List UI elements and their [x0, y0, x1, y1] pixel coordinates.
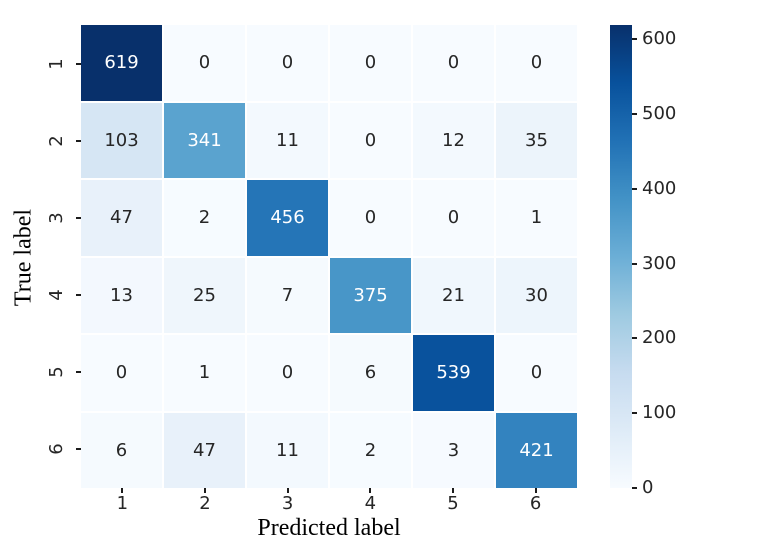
colorbar-tick-mark	[632, 337, 637, 340]
heatmap-cell: 47	[164, 412, 245, 488]
heatmap-cell: 0	[330, 180, 411, 256]
heatmap-cell: 0	[330, 102, 411, 178]
heatmap-cell: 25	[164, 257, 245, 333]
colorbar-tick-label: 600	[642, 28, 677, 50]
heatmap-cell: 2	[164, 180, 245, 256]
heatmap-cell: 13	[81, 257, 162, 333]
heatmap-cell: 30	[496, 257, 577, 333]
colorbar-tick-label: 100	[642, 402, 677, 424]
heatmap-cell: 11	[247, 102, 328, 178]
colorbar-tick-mark	[632, 187, 637, 190]
heatmap-cell: 0	[413, 180, 494, 256]
colorbar-tick-mark	[632, 38, 637, 41]
heatmap-cell: 12	[413, 102, 494, 178]
heatmap-cell: 0	[247, 25, 328, 101]
colorbar-tick-label: 300	[642, 252, 677, 274]
y-tick-mark	[76, 448, 81, 451]
heatmap-cell: 35	[496, 102, 577, 178]
x-tick-mark	[286, 488, 289, 493]
y-tick-label: 2	[46, 135, 67, 147]
y-tick-label: 6	[46, 443, 67, 456]
heatmap-cell: 0	[164, 25, 245, 101]
heatmap-cell: 375	[330, 257, 411, 333]
y-tick-label: 4	[46, 289, 67, 301]
heatmap-cell: 6	[330, 335, 411, 411]
heatmap-cell: 341	[164, 102, 245, 178]
y-axis-label: True label	[10, 208, 37, 307]
y-tick-label: 3	[46, 212, 67, 224]
heatmap-cell: 21	[413, 257, 494, 333]
x-tick-label: 3	[281, 493, 294, 514]
x-tick-label: 4	[364, 493, 377, 514]
colorbar-tick-mark	[632, 412, 637, 415]
x-tick-mark	[534, 488, 537, 493]
heatmap-cell: 0	[496, 335, 577, 411]
y-tick-label: 1	[46, 57, 67, 70]
y-tick-mark	[76, 139, 81, 142]
heatmap-cell: 1	[164, 335, 245, 411]
x-tick-mark	[452, 488, 454, 493]
heatmap-cell: 3	[413, 412, 494, 488]
y-tick-mark	[76, 294, 81, 297]
heatmap-cell: 0	[247, 335, 328, 411]
heatmap-cell: 0	[496, 25, 577, 101]
heatmap-cell: 0	[330, 25, 411, 101]
heatmap-cell: 0	[413, 25, 494, 101]
x-tick-label: 2	[199, 493, 211, 514]
colorbar-tick-label: 0	[642, 477, 654, 498]
y-tick-mark	[76, 216, 81, 219]
x-tick-mark	[369, 488, 372, 493]
y-tick-mark	[76, 62, 81, 65]
heatmap-cell: 2	[330, 412, 411, 488]
x-tick-label: 6	[529, 493, 542, 514]
y-tick-label: 5	[46, 366, 67, 378]
heatmap-cell: 6	[81, 412, 162, 488]
heatmap-cell: 7	[247, 257, 328, 333]
heatmap-grid: 619 0 0 0 0 0 103 341 11 0 12 35 47 2 456 0 0 1 13 25 7 375 21…	[81, 25, 577, 488]
heatmap-cell: 619	[81, 25, 162, 101]
colorbar-tick-label: 500	[642, 103, 677, 124]
x-tick-label: 1	[116, 493, 129, 514]
x-axis-label: Predicted label	[257, 515, 401, 541]
heatmap-cell: 421	[496, 412, 577, 488]
x-tick-mark	[121, 488, 124, 493]
heatmap-cell: 11	[247, 412, 328, 488]
colorbar-tick-label: 200	[642, 327, 677, 349]
heatmap-cell: 456	[247, 180, 328, 256]
x-tick-label: 5	[447, 493, 459, 514]
heatmap-cell: 0	[81, 335, 162, 411]
heatmap-cell: 47	[81, 180, 162, 256]
heatmap-cell: 103	[81, 102, 162, 178]
x-tick-mark	[204, 488, 206, 493]
colorbar-tick-mark	[632, 487, 637, 489]
colorbar-tick-label: 400	[642, 177, 677, 199]
heatmap-cell: 539	[413, 335, 494, 411]
colorbar-tick-mark	[632, 113, 637, 115]
colorbar	[610, 25, 632, 488]
colorbar-tick-mark	[632, 262, 637, 265]
y-tick-mark	[76, 371, 81, 374]
heatmap-cell: 1	[496, 180, 577, 256]
